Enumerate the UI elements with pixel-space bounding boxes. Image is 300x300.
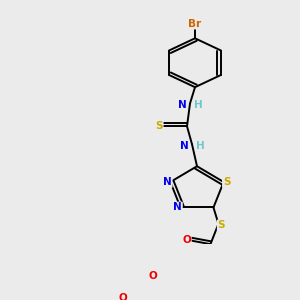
Text: O: O <box>118 293 127 300</box>
Text: S: S <box>223 177 230 187</box>
Text: N: N <box>163 177 172 187</box>
Text: Br: Br <box>188 19 202 28</box>
Text: H: H <box>196 141 204 151</box>
Text: N: N <box>173 202 182 212</box>
Text: O: O <box>182 235 191 245</box>
Text: S: S <box>218 220 225 230</box>
Text: N: N <box>178 100 186 110</box>
Text: S: S <box>155 121 163 131</box>
Text: H: H <box>194 100 202 110</box>
Text: N: N <box>180 141 188 151</box>
Text: O: O <box>148 271 157 281</box>
